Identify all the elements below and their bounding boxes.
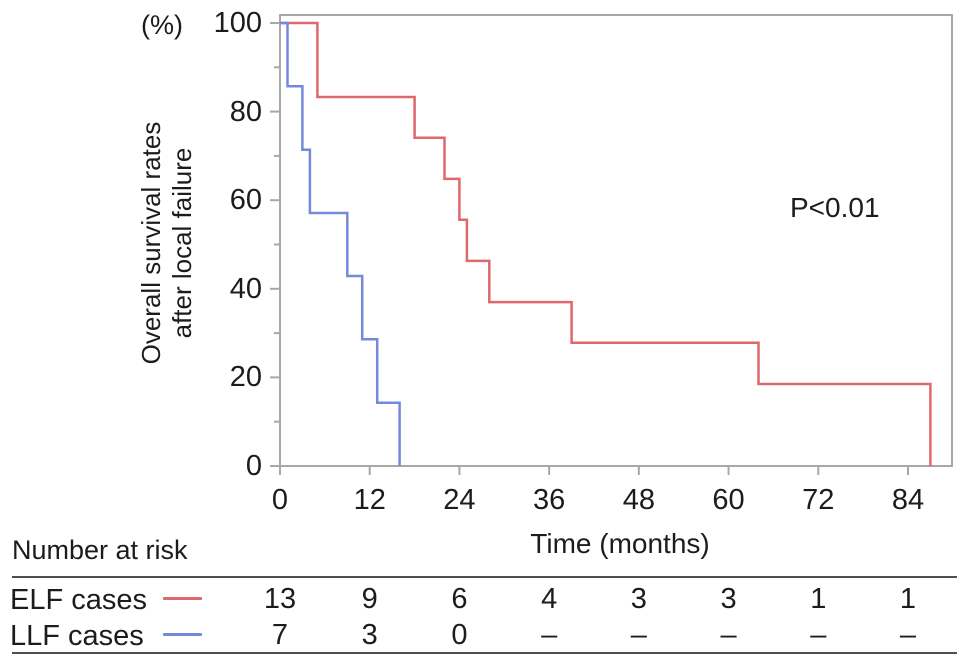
risk-count-cell: –	[810, 619, 827, 651]
y-tick-label: 0	[245, 450, 262, 482]
x-axis-title: Time (months)	[530, 528, 710, 559]
llf-line-swatch	[163, 633, 202, 636]
y-tick-label: 100	[213, 7, 262, 39]
risk-count-cell: –	[630, 619, 647, 651]
risk-count-cell: 3	[361, 619, 378, 651]
risk-row-label-llf: LLF cases	[10, 620, 144, 652]
risk-count-cell: –	[720, 619, 737, 651]
risk-count-cell: 7	[271, 619, 289, 651]
risk-count-cell: 1	[810, 583, 827, 615]
risk-count-cell: 13	[263, 583, 297, 615]
risk-table-bottom-rule	[12, 652, 957, 654]
risk-count-cell: 3	[630, 583, 647, 615]
x-tick-label: 60	[712, 484, 745, 516]
y-tick-label: 20	[229, 361, 262, 394]
x-tick-label: 72	[802, 484, 835, 516]
x-tick-label: 24	[443, 484, 476, 516]
p-value-annotation: P<0.01	[790, 192, 880, 223]
risk-count-cell: –	[899, 619, 917, 651]
y-axis-title-line1: Overall survival rates	[136, 121, 166, 365]
elf-survival-curve	[280, 21, 932, 466]
x-tick-label: 84	[891, 484, 925, 516]
risk-count-cell: 0	[451, 619, 468, 651]
x-tick-label: 48	[622, 484, 655, 516]
y-tick-label: 40	[229, 272, 262, 305]
y-axis-title-line2: after local failure	[167, 147, 197, 339]
plot-frame	[279, 14, 953, 467]
x-tick-label: 36	[533, 484, 566, 516]
risk-table-top-rule	[12, 576, 957, 578]
risk-table-title: Number at risk	[12, 535, 188, 565]
elf-line-swatch	[163, 597, 202, 600]
x-tick-label: 12	[353, 484, 386, 516]
x-tick-label: 0	[271, 484, 289, 516]
risk-count-cell: 3	[720, 583, 737, 615]
y-axis-unit-label: (%)	[141, 10, 183, 40]
risk-count-cell: 9	[361, 583, 378, 615]
risk-count-cell: 1	[899, 583, 917, 615]
y-axis-title: Overall survival rates after local failu…	[136, 23, 198, 463]
y-tick-label: 80	[229, 95, 262, 128]
llf-survival-curve	[280, 21, 401, 466]
risk-row-label-elf: ELF cases	[10, 584, 147, 616]
y-tick-label: 60	[229, 184, 262, 217]
risk-count-cell: –	[541, 619, 558, 651]
risk-count-cell: 4	[541, 583, 558, 615]
risk-count-cell: 6	[451, 583, 468, 615]
